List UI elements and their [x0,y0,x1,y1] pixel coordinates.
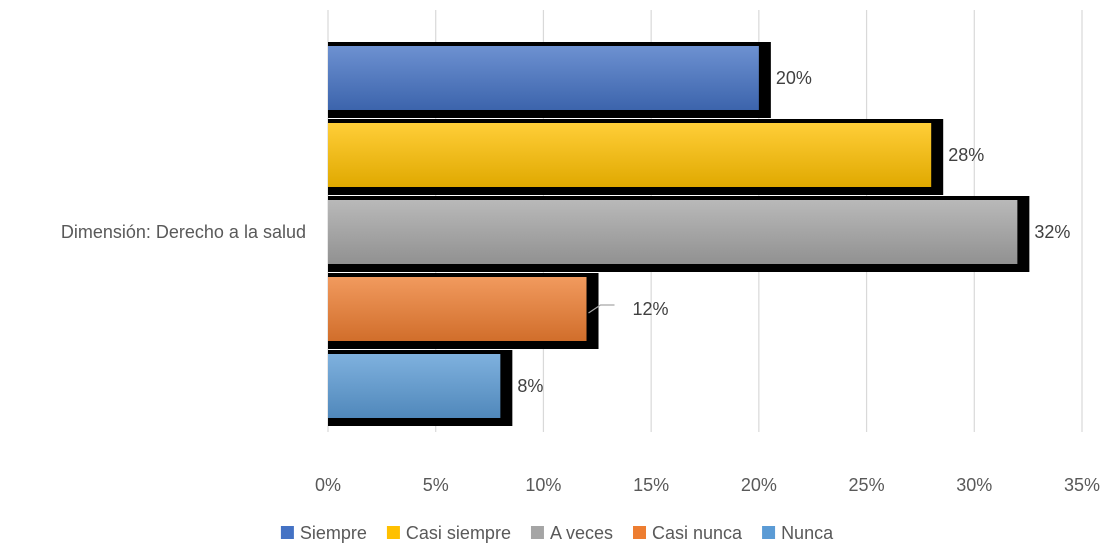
data-label: 12% [633,299,669,319]
legend-swatch [633,526,647,539]
bar-casi-siempre [328,123,932,187]
leader-line [588,304,615,314]
bars [328,42,1030,426]
legend-swatch [762,526,776,539]
axis: Dimensión: Derecho a la salud 0% 5% 10% 15%… [61,222,1100,495]
data-label: 8% [517,376,543,396]
legend-item: Nunca [762,523,834,543]
legend-item: Casi siempre [386,523,511,543]
legend-swatch [386,526,400,539]
legend-label: Nunca [781,523,834,543]
x-tick-label: 25% [849,475,885,495]
x-tick-label: 20% [741,475,777,495]
x-tick-label: 0% [315,475,341,495]
category-label: Dimensión: Derecho a la salud [61,222,306,242]
x-tick-label: 5% [423,475,449,495]
data-label: 32% [1034,222,1070,242]
legend-label: Casi nunca [652,523,743,543]
legend-swatch [280,526,294,539]
legend: Siempre Casi siempre A veces Casi nunca Nunc… [280,523,834,543]
bar-siempre [328,46,759,110]
bar-casi-nunca [328,277,587,341]
bar-nunca [328,354,501,418]
bar-a-veces [328,200,1018,264]
x-tick-label: 35% [1064,475,1100,495]
data-label: 28% [948,145,984,165]
x-tick-label: 30% [956,475,992,495]
legend-item: Casi nunca [633,523,743,543]
data-label: 20% [776,68,812,88]
legend-item: A veces [530,523,613,543]
legend-label: Casi siempre [406,523,511,543]
x-tick-label: 10% [525,475,561,495]
legend-label: Siempre [300,523,367,543]
legend-swatch [530,526,544,539]
legend-label: A veces [550,523,613,543]
data-labels: 20% 28% 32% 12% 8% [517,68,1070,396]
x-tick-label: 15% [633,475,669,495]
legend-item: Siempre [280,523,367,543]
